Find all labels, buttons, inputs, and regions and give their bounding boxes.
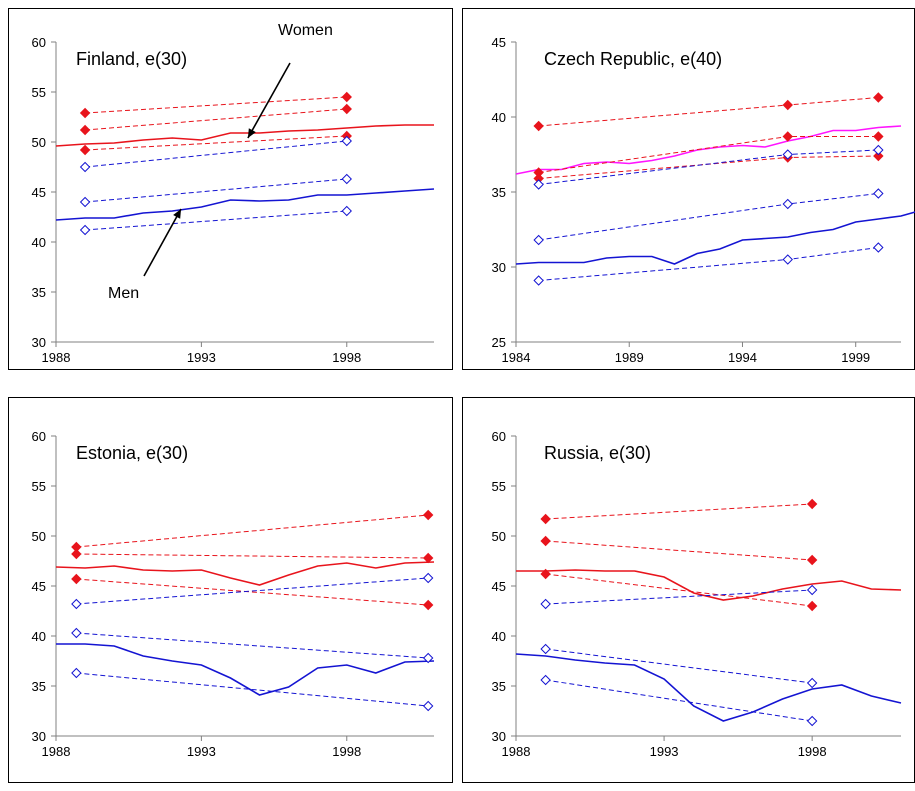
- chart-panel: 30 35 40 45 50 55 60 1988 1993 1998 Estonia, e(30): [9, 398, 453, 783]
- y-tick-label: 35: [492, 185, 506, 200]
- x-tick-label: 1998: [798, 744, 827, 759]
- y-tick-label: 30: [32, 729, 46, 744]
- y-tick-label: 40: [492, 110, 506, 125]
- x-tick-label: 1993: [187, 744, 216, 759]
- y-tick-label: 40: [32, 235, 46, 250]
- x-tick-label: 1984: [502, 350, 531, 365]
- y-tick-label: 45: [32, 185, 46, 200]
- x-tick-label: 1998: [332, 350, 361, 365]
- chart-panel: 30 35 40 45 50 55 60 1988 1993 1998 Finland, e(30)…: [9, 9, 453, 370]
- x-tick-label: 1994: [728, 350, 757, 365]
- y-tick-label: 60: [32, 429, 46, 444]
- chart-title: Finland, e(30): [76, 49, 187, 69]
- x-tick-label: 1999: [841, 350, 870, 365]
- annotation-label: Women: [278, 22, 333, 39]
- y-tick-label: 50: [492, 529, 506, 544]
- chart-panel: 30 35 40 45 50 55 60 1988 1993 1998 Russia, e(30): [463, 398, 915, 783]
- y-tick-label: 50: [32, 529, 46, 544]
- y-tick-label: 30: [32, 335, 46, 350]
- x-tick-label: 1988: [42, 350, 71, 365]
- x-tick-label: 1998: [332, 744, 361, 759]
- y-tick-label: 35: [32, 285, 46, 300]
- y-tick-label: 55: [32, 85, 46, 100]
- y-tick-label: 55: [492, 479, 506, 494]
- x-tick-label: 1989: [615, 350, 644, 365]
- y-tick-label: 30: [492, 260, 506, 275]
- chart-title: Russia, e(30): [544, 443, 651, 463]
- chart-title: Czech Republic, e(40): [544, 49, 722, 69]
- y-tick-label: 45: [492, 35, 506, 50]
- y-tick-label: 60: [32, 35, 46, 50]
- x-tick-label: 1993: [187, 350, 216, 365]
- y-tick-label: 45: [32, 579, 46, 594]
- y-tick-label: 40: [492, 629, 506, 644]
- x-tick-label: 1988: [42, 744, 71, 759]
- y-tick-label: 55: [32, 479, 46, 494]
- x-tick-label: 1993: [650, 744, 679, 759]
- y-tick-label: 40: [32, 629, 46, 644]
- chart-title: Estonia, e(30): [76, 443, 188, 463]
- y-tick-label: 25: [492, 335, 506, 350]
- y-tick-label: 50: [32, 135, 46, 150]
- y-tick-label: 60: [492, 429, 506, 444]
- chart-panel: 25 30 35 40 45 1984 1989 1994 1999 Czech Republic…: [463, 9, 915, 370]
- x-tick-label: 1988: [502, 744, 531, 759]
- y-tick-label: 45: [492, 579, 506, 594]
- y-tick-label: 35: [32, 679, 46, 694]
- annotation-label: Men: [108, 285, 139, 302]
- y-tick-label: 30: [492, 729, 506, 744]
- y-tick-label: 35: [492, 679, 506, 694]
